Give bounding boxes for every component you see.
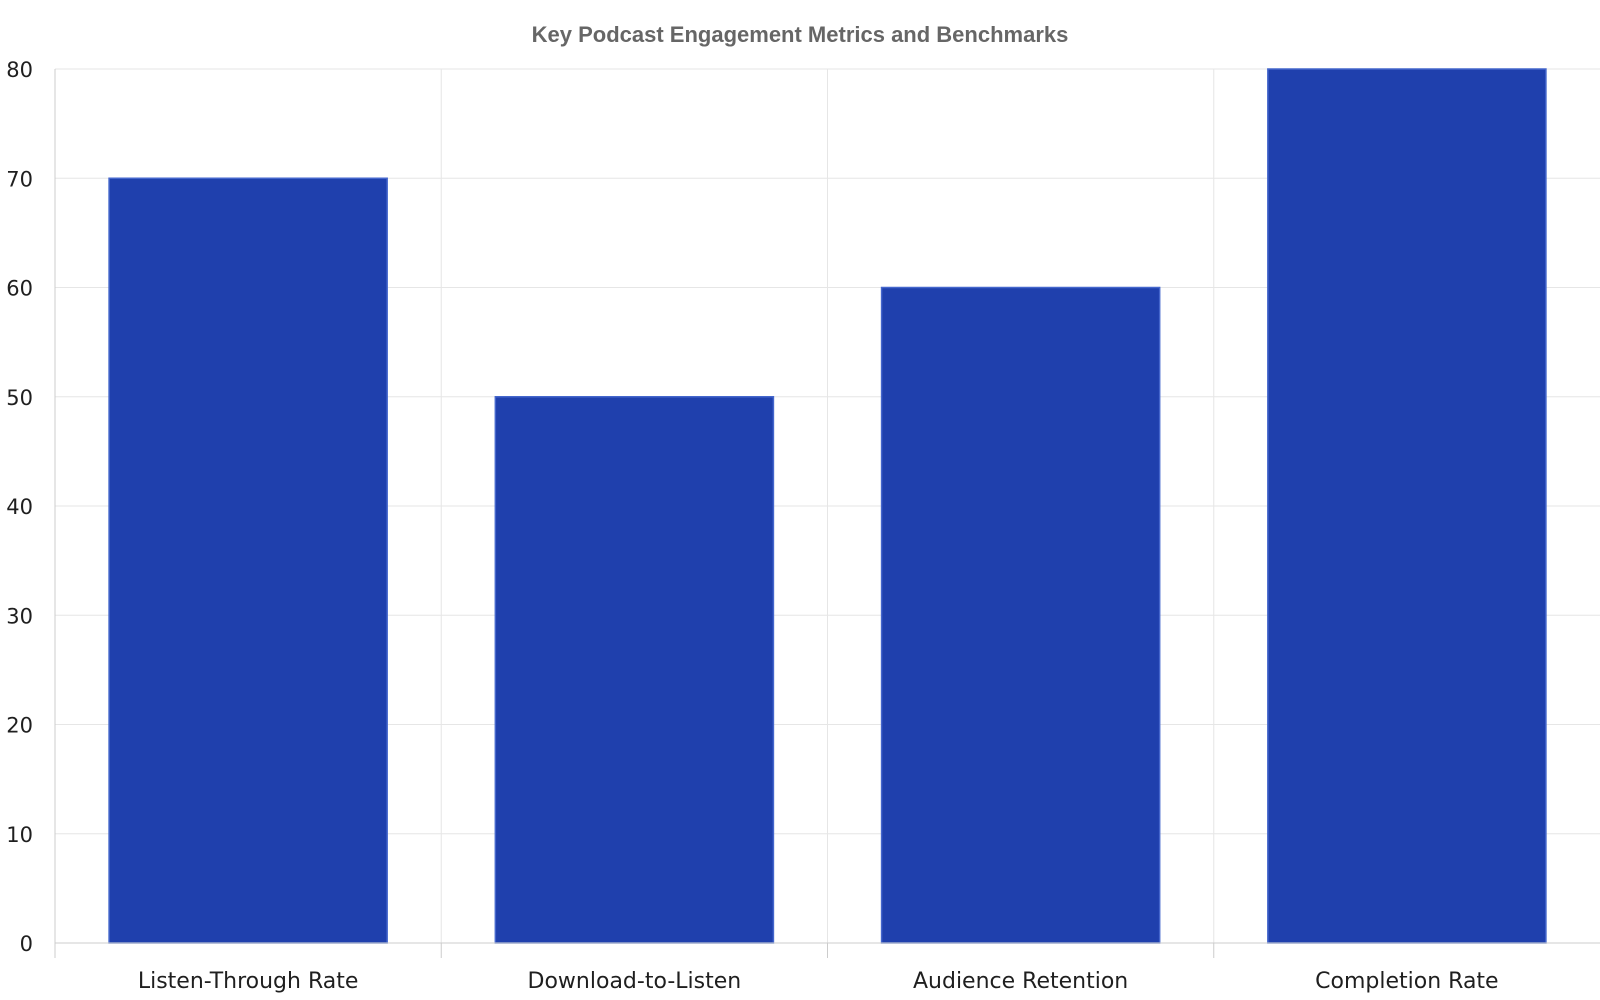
x-tick-label: Listen-Through Rate <box>138 969 359 994</box>
y-tick-label: 10 <box>6 823 33 847</box>
axes <box>54 69 1600 958</box>
labels: 0 10 20 30 40 50 60 70 80 Listen-Through Rate Down… <box>6 58 1498 994</box>
x-tick-label: Audience Retention <box>913 969 1128 994</box>
chart-title: Key Podcast Engagement Metrics and Bench… <box>532 22 1069 47</box>
y-tick-label: 20 <box>6 714 33 738</box>
y-tick-label: 60 <box>6 277 33 301</box>
y-tick-label: 30 <box>6 604 33 628</box>
y-tick-label: 70 <box>6 167 33 191</box>
y-tick-label: 0 <box>20 932 33 956</box>
x-tick-label: Download-to-Listen <box>528 969 742 994</box>
bar <box>108 177 388 944</box>
bar <box>1267 68 1547 944</box>
y-tick-label: 50 <box>6 386 33 410</box>
y-tick-label: 80 <box>6 58 33 82</box>
bars <box>108 68 1547 944</box>
y-tick-label: 40 <box>6 495 33 519</box>
bar <box>880 286 1161 944</box>
x-tick-label: Completion Rate <box>1315 969 1498 994</box>
bar <box>494 396 775 944</box>
